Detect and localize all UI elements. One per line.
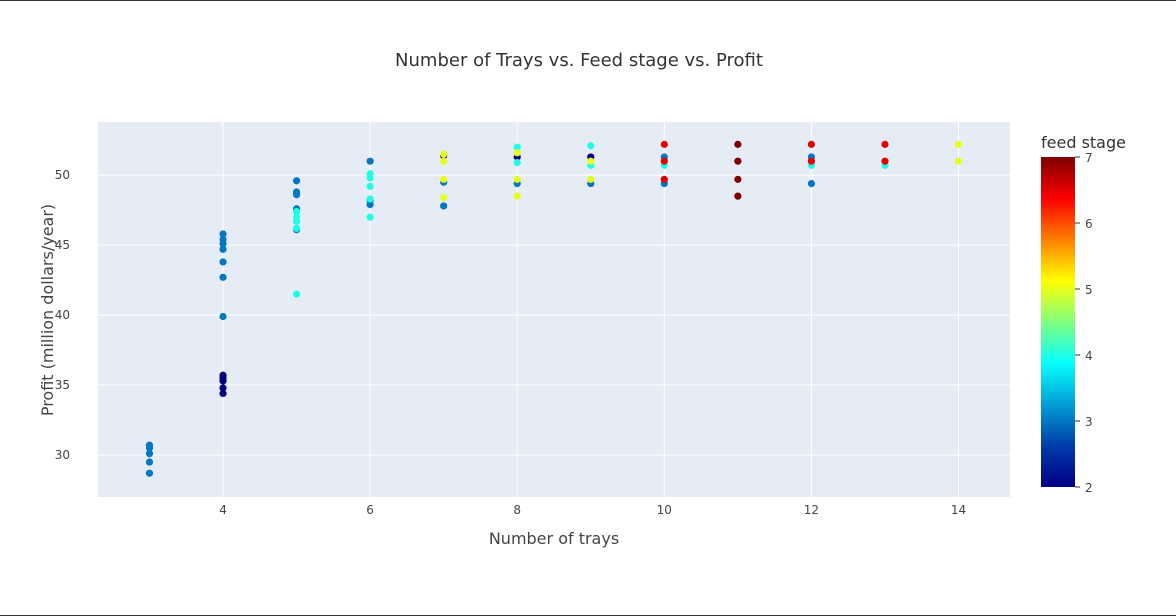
x-tick-label: 10 <box>657 503 672 517</box>
colorbar-title: feed stage <box>1041 133 1126 152</box>
data-point <box>366 200 374 209</box>
colorbar-tick-label: 7 <box>1085 151 1093 165</box>
colorbar <box>1041 157 1075 487</box>
x-tick-label: 6 <box>366 503 374 517</box>
colorbar-tick-label: 3 <box>1085 415 1093 429</box>
data-point <box>660 157 668 165</box>
data-point <box>587 142 595 150</box>
colorbar-tick-label: 2 <box>1085 481 1093 495</box>
data-point <box>219 312 227 321</box>
data-point <box>292 290 301 298</box>
data-points <box>145 140 963 477</box>
data-point <box>881 157 889 165</box>
chart-title: Number of Trays vs. Feed stage vs. Profi… <box>395 50 763 71</box>
data-point <box>954 140 963 148</box>
x-tick-label: 12 <box>804 503 819 517</box>
data-point <box>145 450 154 458</box>
data-point <box>734 192 742 200</box>
data-point <box>292 177 301 185</box>
x-axis-title: Number of trays <box>489 529 619 548</box>
data-point <box>513 149 521 157</box>
colorbar-tick-label: 6 <box>1085 217 1093 231</box>
y-tick-label: 45 <box>55 238 70 252</box>
data-point <box>366 182 374 190</box>
data-point <box>587 175 595 183</box>
y-tick-label: 30 <box>55 448 70 462</box>
data-point <box>145 444 154 452</box>
y-tick-labels: 30 35 40 45 50 <box>55 168 70 462</box>
data-point <box>440 193 448 202</box>
colorbar-tick-label: 4 <box>1085 349 1093 363</box>
data-point <box>440 202 448 210</box>
x-tick-label: 4 <box>219 503 227 517</box>
grid-lines <box>98 122 1010 497</box>
data-point <box>219 245 227 253</box>
data-point <box>513 158 521 167</box>
data-point <box>513 143 521 151</box>
data-point <box>366 195 374 203</box>
data-point <box>219 258 227 266</box>
data-point <box>292 191 301 199</box>
data-point <box>219 273 227 281</box>
data-point <box>807 140 816 148</box>
data-point <box>513 192 521 200</box>
data-point <box>660 140 668 148</box>
colorbar-tick-label: 5 <box>1085 283 1093 297</box>
y-axis-title: Profit (million dollars/year) <box>38 204 57 416</box>
data-point <box>145 469 154 477</box>
data-point <box>219 377 227 385</box>
data-point <box>219 384 227 392</box>
data-point <box>440 150 448 158</box>
data-point <box>587 157 595 165</box>
data-point <box>366 157 374 165</box>
data-point <box>292 217 301 225</box>
data-point <box>734 157 742 165</box>
data-point <box>219 240 227 248</box>
x-tick-label: 8 <box>513 503 521 517</box>
data-point <box>292 224 301 232</box>
data-point <box>807 157 816 165</box>
data-point <box>292 207 301 216</box>
data-point <box>366 213 374 221</box>
data-point <box>734 140 742 148</box>
data-point <box>145 458 154 466</box>
y-tick-label: 40 <box>55 308 70 322</box>
x-tick-label: 14 <box>951 503 966 517</box>
data-point <box>440 157 448 165</box>
colorbar-ticks: 2 3 4 5 6 7 <box>1075 151 1093 495</box>
x-tick-labels: 4 6 8 10 12 14 <box>219 503 966 517</box>
data-point <box>219 230 227 238</box>
y-tick-label: 35 <box>55 378 70 392</box>
data-point <box>513 175 521 183</box>
data-point <box>954 157 963 165</box>
y-tick-label: 50 <box>55 168 70 182</box>
data-point <box>881 140 889 148</box>
plot-area <box>98 122 1010 497</box>
data-point <box>440 175 448 183</box>
data-point <box>660 175 668 183</box>
data-point <box>219 389 227 398</box>
data-point <box>807 179 816 188</box>
data-point <box>366 174 374 182</box>
data-point <box>734 175 742 183</box>
